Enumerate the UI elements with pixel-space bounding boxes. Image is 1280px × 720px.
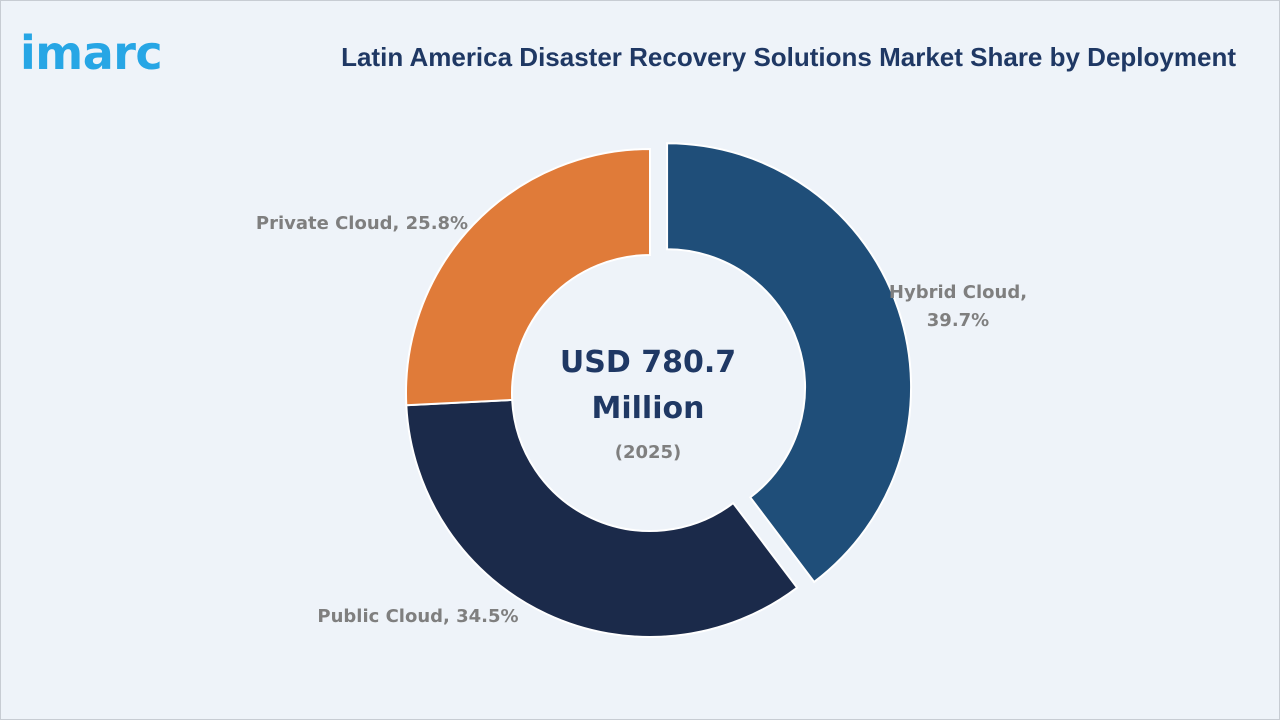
center-year: (2025) [615, 442, 682, 463]
chart-title: Latin America Disaster Recovery Solution… [341, 42, 1236, 72]
label-public-cloud: Public Cloud, 34.5% [317, 606, 518, 627]
center-value-line1: USD 780.7 [560, 345, 736, 380]
label-private-cloud: Private Cloud, 25.8% [256, 213, 468, 234]
imarc-logo: imarc [20, 26, 163, 80]
slice-private-cloud [405, 147, 651, 407]
center-value-line2: Million [592, 391, 705, 426]
label-hybrid-cloud: Hybrid Cloud, 39.7% [889, 282, 1027, 331]
logo-text: imarc [20, 26, 163, 80]
slice-hybrid-cloud [666, 142, 913, 584]
slice-public-cloud [405, 398, 799, 638]
